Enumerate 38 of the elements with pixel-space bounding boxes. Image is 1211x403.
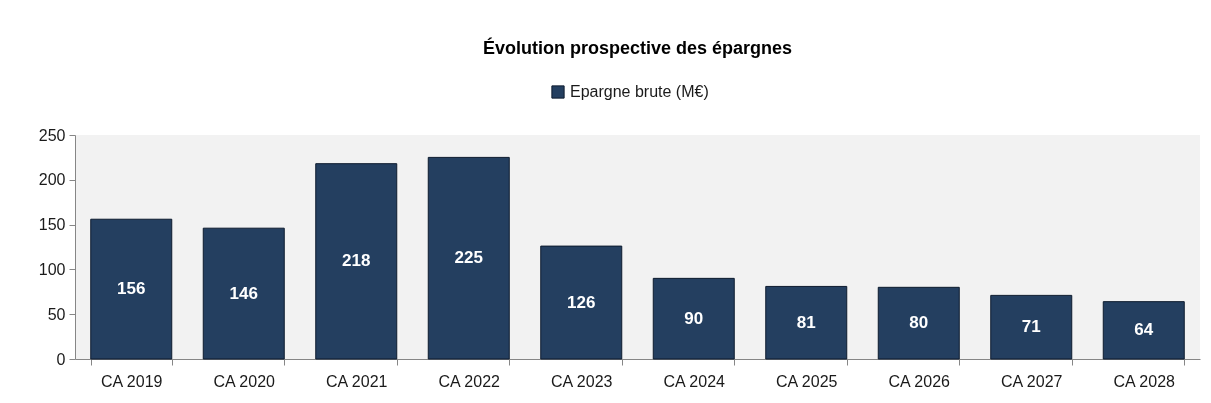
chart-title: Évolution prospective des épargnes: [482, 37, 793, 58]
data-label: 80: [909, 313, 929, 333]
y-tick-label: 250: [38, 126, 66, 144]
x-tick-label: CA 2024: [663, 372, 726, 390]
bar: [90, 218, 173, 360]
bar: [877, 286, 960, 360]
y-tick-label: 0: [56, 350, 66, 368]
y-tick-label: 150: [38, 216, 66, 234]
data-label: 146: [229, 283, 258, 303]
y-tick-label: 100: [38, 260, 66, 278]
y-tick-label: 200: [38, 171, 66, 189]
y-tick-label: 50: [47, 305, 66, 323]
data-label: 90: [684, 308, 704, 328]
data-label: 225: [454, 248, 483, 268]
x-tick-label: CA 2026: [888, 372, 951, 390]
bar: [315, 163, 398, 360]
data-label: 81: [796, 312, 816, 332]
x-tick-label: CA 2027: [1001, 372, 1063, 390]
bar: [765, 285, 848, 360]
x-tick-label: CA 2025: [776, 372, 838, 390]
data-label: 156: [117, 279, 146, 299]
legend-label: Epargne brute (M€): [570, 83, 709, 100]
data-label: 218: [342, 251, 371, 271]
data-label: 71: [1021, 317, 1041, 337]
bar: [990, 294, 1073, 360]
x-tick-label: CA 2023: [551, 372, 613, 390]
data-label: 126: [567, 292, 596, 312]
data-label: 64: [1134, 320, 1154, 340]
bar: [540, 245, 623, 360]
bar: [652, 277, 735, 360]
x-tick-label: CA 2021: [326, 372, 388, 390]
x-tick-label: CA 2020: [213, 372, 276, 390]
x-tick-label: CA 2022: [438, 372, 501, 390]
bar: [427, 156, 510, 360]
x-tick-label: CA 2028: [1113, 372, 1176, 390]
bar: [202, 227, 285, 360]
bar: [1102, 301, 1185, 360]
x-tick-label: CA 2019: [101, 372, 163, 390]
